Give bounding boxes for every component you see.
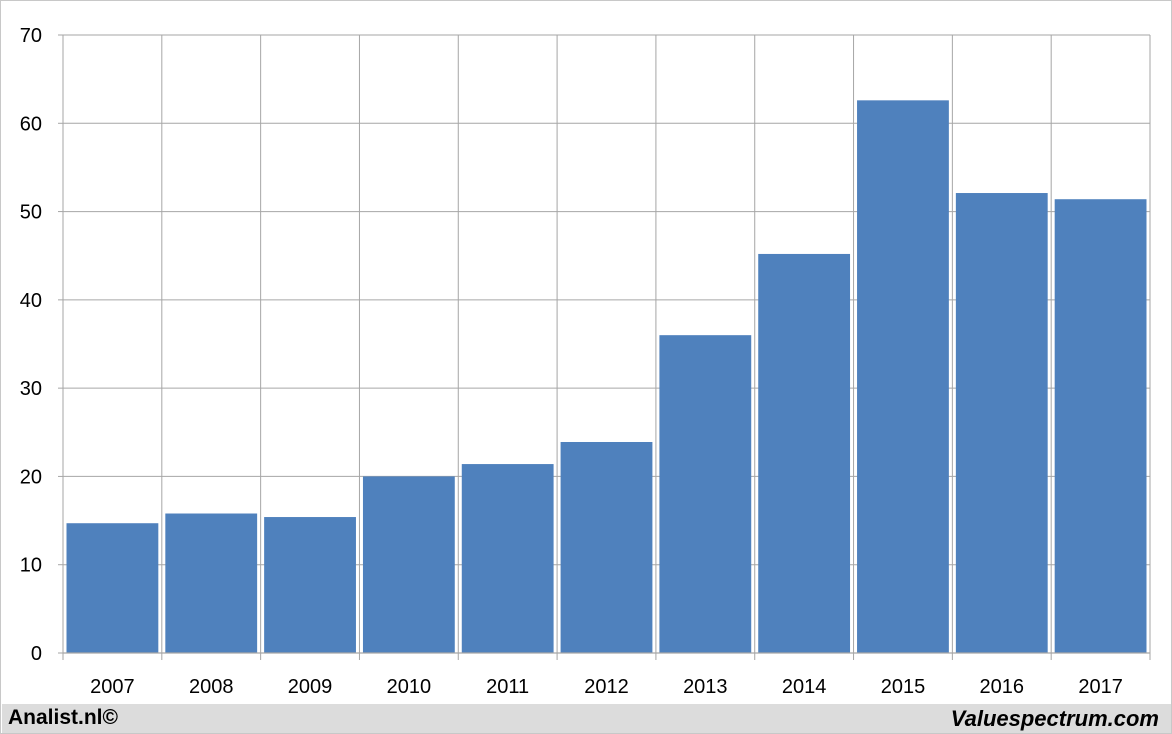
bar [165, 513, 258, 653]
y-tick-label: 20 [20, 466, 42, 488]
x-tick-label: 2010 [387, 676, 432, 698]
y-tick-label: 10 [20, 555, 42, 577]
x-tick-label: 2012 [584, 676, 629, 698]
bar [955, 193, 1048, 653]
source-credit-left: Analist.nl© [8, 706, 118, 729]
y-tick-label: 0 [31, 643, 42, 665]
y-tick-label: 30 [20, 378, 42, 400]
bar [560, 441, 653, 653]
x-tick-label: 2007 [90, 676, 135, 698]
x-tick-label: 2015 [881, 676, 926, 698]
y-tick-label: 40 [20, 290, 42, 312]
bar [857, 100, 949, 654]
footer-bar: Analist.nl© Valuespectrum.com [2, 704, 1171, 733]
bar [1054, 199, 1147, 653]
bar-chart: 0 10 20 30 40 50 60 70 2007 2008 2009 2010 2011 2012 2… [20, 25, 1151, 698]
bar [461, 464, 554, 653]
x-tick-label: 2009 [288, 676, 333, 698]
x-tick-label: 2008 [189, 676, 234, 698]
bar [659, 335, 752, 653]
y-tick-label: 70 [20, 25, 42, 47]
bar [264, 517, 356, 653]
y-tick-label: 50 [20, 202, 42, 224]
x-tick-label: 2013 [683, 676, 728, 698]
x-tick-label: 2016 [980, 676, 1025, 698]
x-tick-label: 2014 [782, 676, 827, 698]
y-tick-label: 60 [20, 113, 42, 135]
x-tick-label: 2011 [486, 676, 529, 698]
source-credit-right: Valuespectrum.com [950, 706, 1159, 731]
bar [66, 523, 159, 653]
bar [758, 253, 851, 653]
x-tick-label: 2017 [1078, 676, 1123, 698]
bar [362, 476, 455, 653]
